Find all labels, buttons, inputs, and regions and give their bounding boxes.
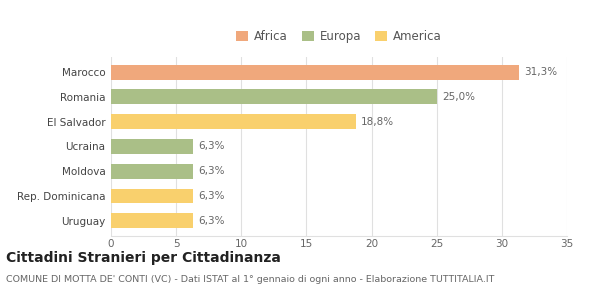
Bar (111, 213, 193, 228)
Bar (111, 90, 437, 104)
Bar (111, 139, 193, 154)
Bar (111, 188, 193, 203)
Bar (111, 114, 356, 129)
Text: 25,0%: 25,0% (442, 92, 475, 102)
Text: Cittadini Stranieri per Cittadinanza: Cittadini Stranieri per Cittadinanza (6, 251, 281, 265)
Text: 31,3%: 31,3% (524, 67, 557, 77)
Text: 6,3%: 6,3% (198, 216, 225, 226)
Text: 6,3%: 6,3% (198, 191, 225, 201)
Bar (111, 164, 193, 179)
Text: COMUNE DI MOTTA DE' CONTI (VC) - Dati ISTAT al 1° gennaio di ogni anno - Elabora: COMUNE DI MOTTA DE' CONTI (VC) - Dati IS… (6, 276, 494, 284)
Text: 6,3%: 6,3% (198, 166, 225, 176)
Text: 6,3%: 6,3% (198, 142, 225, 151)
Text: 18,8%: 18,8% (361, 117, 394, 127)
Bar (111, 65, 519, 79)
Legend: Africa, Europa, America: Africa, Europa, America (236, 30, 442, 43)
